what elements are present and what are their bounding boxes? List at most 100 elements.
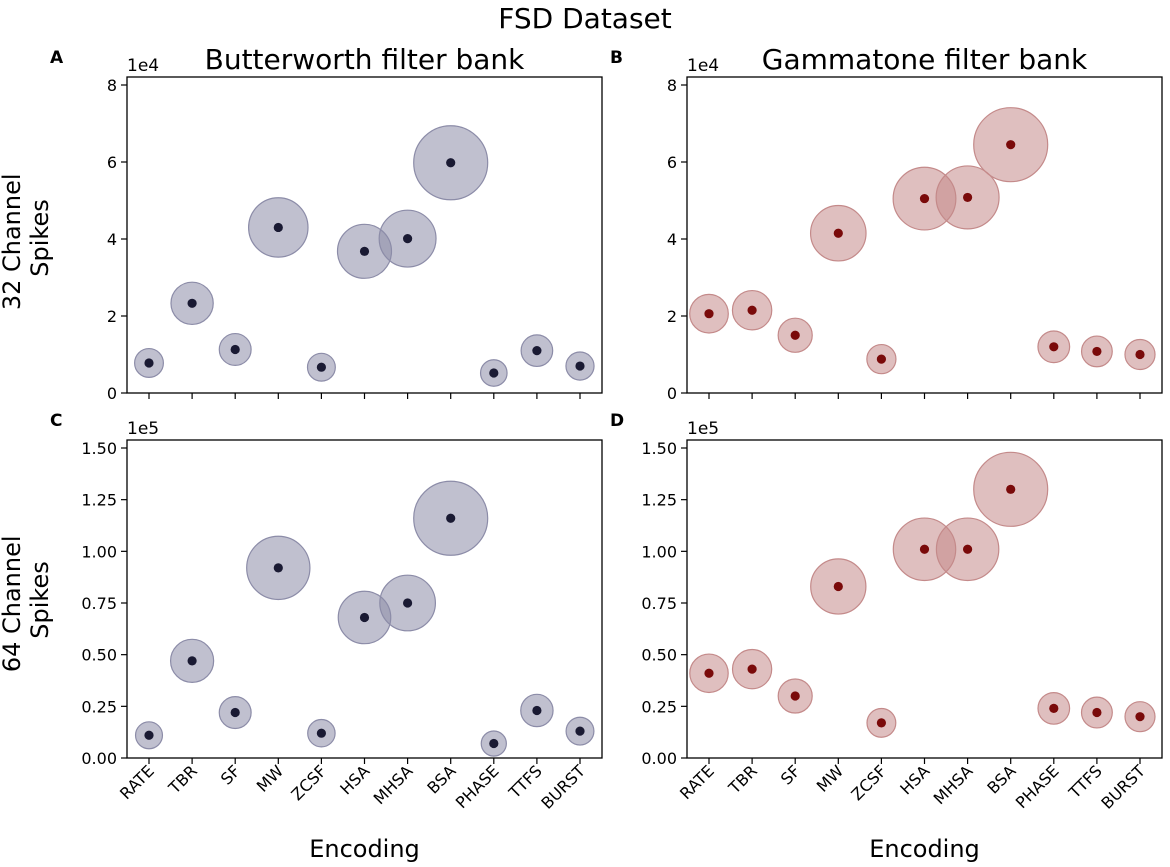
panel-a: A Butterworth filter bank 1e4 0 2 4 6 8	[50, 43, 603, 403]
panel-c-xtick-label-rate: RATE	[116, 761, 158, 803]
panel-b-multiplier: 1e4	[687, 56, 719, 76]
panel-b-point-zcsf	[876, 354, 887, 364]
panel-c-xtick-label-bsa: BSA	[423, 761, 459, 797]
panel-c-point-rate	[144, 730, 154, 740]
panel-b-title: Gammatone filter bank	[762, 43, 1088, 76]
row-label-bottom-line2: Spikes	[26, 561, 54, 638]
panel-b-point-ttfs	[1092, 346, 1102, 357]
panel-a-ytick-label: 2	[107, 307, 117, 326]
panel-c-xlabel: Encoding	[309, 835, 420, 863]
panel-c-ytick-label: 1.25	[81, 491, 117, 510]
panel-d-ytick-label: 0.00	[641, 749, 677, 768]
panel-d-xtick-label-tbr: TBR	[724, 761, 761, 798]
row-label-bottom-line1: 64 Channel	[0, 535, 26, 672]
panel-b-point-mw	[833, 228, 843, 238]
panel-c-point-mhsa	[403, 598, 413, 608]
panel-a-point-rate	[144, 358, 154, 368]
panel-b: B Gammatone filter bank 1e4 0 2 4 6 8	[610, 43, 1163, 403]
panel-d-ytick-label: 0.75	[641, 594, 677, 613]
panel-d-point-phase	[1049, 703, 1059, 714]
panel-d-point-ttfs	[1092, 707, 1102, 718]
panel-c-ytick-label: 0.00	[81, 749, 117, 768]
panel-d-point-tbr	[747, 664, 757, 674]
panel-d-xtick-label-rate: RATE	[676, 761, 718, 803]
panel-a-point-burst	[575, 361, 585, 371]
panel-b-letter: B	[610, 48, 623, 68]
panel-a-title: Butterworth filter bank	[205, 43, 526, 76]
panel-c-ytick-label: 0.75	[81, 594, 117, 613]
panel-c-letter: C	[50, 411, 62, 431]
panel-a-point-sf	[230, 344, 240, 355]
panel-d-ytick-label: 0.25	[641, 697, 677, 716]
panel-d-xtick-label-hsa: HSA	[896, 761, 933, 798]
panel-c-xtick-label-mhsa: MHSA	[370, 761, 417, 808]
panel-d-multiplier: 1e5	[687, 419, 719, 439]
panel-c-ytick-label: 1.00	[81, 542, 117, 561]
panel-b-point-burst	[1135, 349, 1145, 360]
panel-c-point-burst	[575, 726, 585, 736]
panel-b-point-tbr	[747, 305, 757, 315]
panel-a-ytick-label: 4	[107, 230, 117, 249]
panel-c-xtick-label-zcsf: ZCSF	[287, 761, 330, 804]
panel-a-multiplier: 1e4	[127, 56, 159, 76]
panel-d-point-burst	[1135, 712, 1145, 722]
panel-a-point-hsa	[359, 246, 370, 256]
panel-c-xtick-label-tbr: TBR	[164, 761, 201, 798]
panel-c-xtick-label-mw: MW	[253, 761, 288, 796]
panel-d-xlabel: Encoding	[869, 835, 980, 863]
panel-d-point-zcsf	[876, 718, 887, 728]
panel-c: C 1e5 0.00 0.25 0.50 0.75 1.00 1.25 1.50 RATE TBR S…	[50, 411, 603, 863]
panel-a-point-phase	[489, 368, 499, 378]
panel-d-xtick-label-sf: SF	[777, 761, 804, 788]
panel-c-multiplier: 1e5	[127, 419, 159, 439]
panel-a-point-mhsa	[403, 234, 413, 244]
panel-d-letter: D	[610, 411, 624, 431]
panel-b-point-rate	[704, 309, 714, 319]
panel-a-point-ttfs	[532, 346, 542, 356]
panel-b-point-phase	[1049, 342, 1059, 352]
panel-c-xtick-label-phase: PHASE	[452, 761, 503, 812]
row-label-top: 32 Channel Spikes	[0, 166, 54, 310]
panel-d-xtick-label-bsa: BSA	[983, 761, 1019, 797]
panels: A Butterworth filter bank 1e4 0 2 4 6 8 B Gammato…	[50, 43, 1163, 863]
panel-c-ytick-label: 0.25	[81, 697, 117, 716]
panel-b-ytick-label: 6	[667, 153, 677, 172]
panel-d-point-mw	[833, 581, 843, 592]
panel-d-xtick-label-zcsf: ZCSF	[847, 761, 890, 804]
panel-c-ytick-label: 0.50	[81, 646, 117, 665]
panel-d-xtick-label-mhsa: MHSA	[930, 761, 977, 808]
panel-d-ytick-label: 1.50	[641, 439, 677, 458]
panel-b-point-hsa	[919, 193, 930, 204]
panel-c-point-bsa	[446, 513, 456, 523]
panel-c-point-mw	[273, 563, 283, 573]
panel-d: D 1e5 0.00 0.25 0.50 0.75 1.00 1.25 1.50 RATE TBR S…	[610, 411, 1163, 863]
panel-a-point-bsa	[446, 158, 456, 168]
panel-d-ytick-label: 1.00	[641, 542, 677, 561]
panel-a-point-tbr	[187, 298, 197, 308]
panel-a-ytick-label: 6	[107, 153, 117, 172]
panel-b-ytick-label: 2	[667, 307, 677, 326]
panel-a-point-mw	[273, 222, 283, 233]
panel-c-ytick-label: 1.50	[81, 439, 117, 458]
panel-a-letter: A	[50, 48, 64, 68]
panel-d-point-hsa	[919, 544, 930, 554]
panel-c-xtick-label-burst: BURST	[537, 761, 589, 813]
panel-d-ytick-label: 1.25	[641, 491, 677, 510]
panel-d-xtick-label-mw: MW	[813, 761, 848, 796]
panel-a-point-zcsf	[316, 362, 326, 372]
panel-b-ytick-label: 4	[667, 230, 677, 249]
panel-b-ytick-label: 8	[667, 76, 677, 95]
row-label-top-line1: 32 Channel	[0, 173, 26, 310]
panel-c-xtick-label-sf: SF	[217, 761, 244, 788]
row-label-top-line2: Spikes	[26, 199, 54, 276]
panel-d-xtick-label-phase: PHASE	[1012, 761, 1063, 812]
panel-c-xtick-label-hsa: HSA	[336, 761, 373, 798]
panel-d-point-sf	[790, 691, 800, 701]
panel-b-point-sf	[790, 330, 800, 340]
panel-b-point-bsa	[1006, 140, 1016, 150]
panel-d-point-mhsa	[963, 544, 973, 554]
figure-title: FSD Dataset	[498, 2, 672, 35]
panel-c-point-ttfs	[532, 705, 542, 716]
panel-c-point-phase	[489, 738, 499, 749]
